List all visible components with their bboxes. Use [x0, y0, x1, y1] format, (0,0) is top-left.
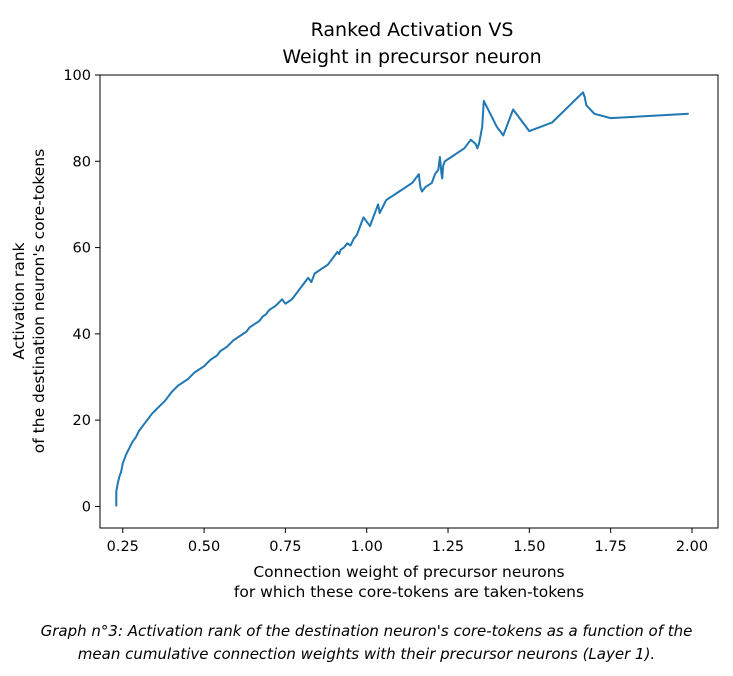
chart-title-line-1: Ranked Activation VS [311, 19, 514, 41]
axes-frame [99, 74, 719, 529]
y-tick-label: 40 [73, 327, 91, 343]
caption-line-2: mean cumulative connection weights with … [77, 645, 656, 663]
x-axis-label-line-2: for which these core-tokens are taken-to… [234, 583, 584, 601]
plot-area [99, 74, 719, 529]
chart-figure: Ranked Activation VS Weight in precursor… [10, 19, 719, 601]
chart-title-line-2: Weight in precursor neuron [282, 46, 541, 68]
x-tick-label: 1.25 [432, 539, 464, 555]
y-tick-label: 20 [73, 413, 91, 429]
y-tick-label: 100 [63, 68, 91, 84]
x-tick-label: 0.75 [269, 539, 301, 555]
x-tick-label: 1.00 [351, 539, 383, 555]
figure-caption: Graph n°3: Activation rank of the destin… [0, 620, 733, 666]
y-axis-label-line-2: of the destination neuron's core-tokens [30, 149, 48, 453]
y-axis-ticks: 0 20 40 60 80 100 [63, 68, 100, 515]
x-tick-label: 2.00 [676, 539, 708, 555]
y-tick-label: 60 [73, 241, 91, 257]
x-tick-label: 0.25 [107, 539, 139, 555]
x-tick-label: 1.50 [513, 539, 545, 555]
x-axis-label-line-1: Connection weight of precursor neurons [253, 563, 564, 581]
x-tick-label: 0.50 [188, 539, 220, 555]
caption-line-1: Graph n°3: Activation rank of the destin… [40, 622, 693, 640]
y-axis-label-line-1: Activation rank [10, 242, 28, 359]
x-tick-label: 1.75 [595, 539, 627, 555]
data-series-line [115, 91, 689, 507]
y-tick-label: 80 [73, 154, 91, 170]
y-tick-label: 0 [82, 499, 91, 515]
x-axis-ticks: 0.25 0.50 0.75 1.00 1.25 1.50 1.75 2.00 [107, 528, 708, 555]
